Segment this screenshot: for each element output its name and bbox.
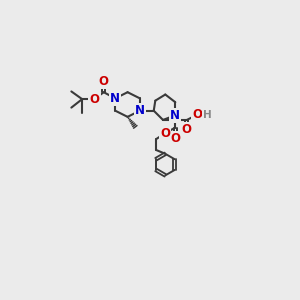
Text: N: N bbox=[135, 104, 145, 117]
Text: N: N bbox=[110, 92, 120, 105]
Text: H: H bbox=[203, 110, 212, 119]
Text: O: O bbox=[89, 93, 100, 106]
Text: O: O bbox=[170, 132, 180, 145]
Text: O: O bbox=[193, 108, 202, 121]
Text: O: O bbox=[99, 75, 109, 88]
Text: O: O bbox=[182, 123, 192, 136]
Text: O: O bbox=[160, 127, 170, 140]
Text: N: N bbox=[170, 109, 180, 122]
